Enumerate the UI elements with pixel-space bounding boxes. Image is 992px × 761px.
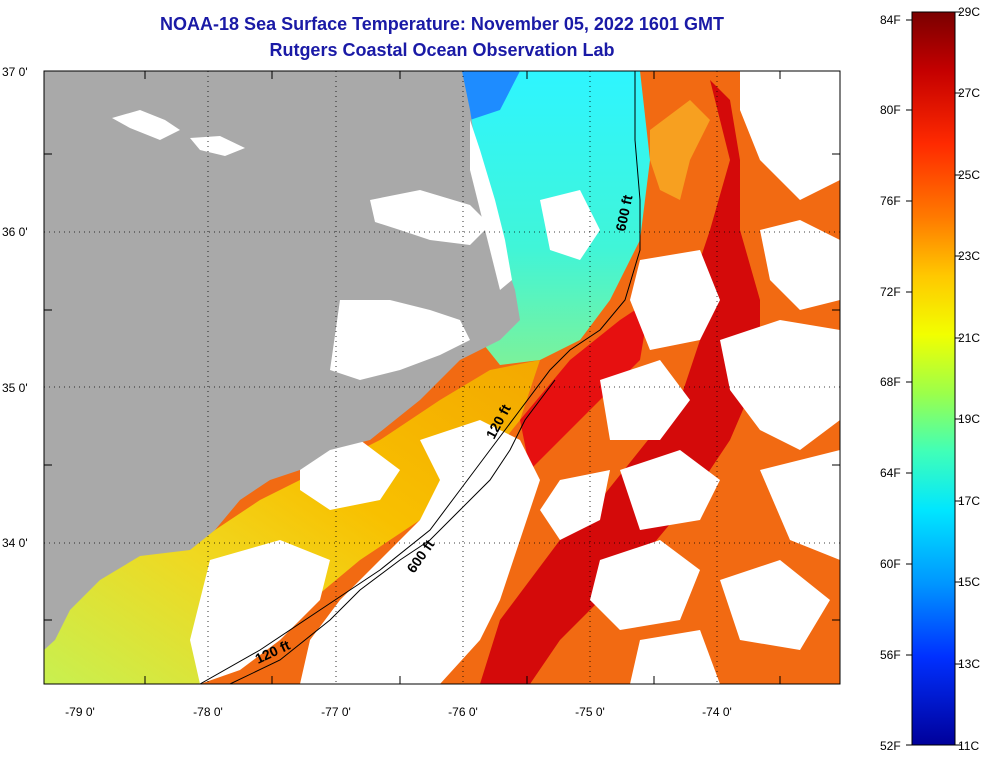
colorbar-c-17: 17C	[958, 494, 980, 508]
graticule	[44, 71, 840, 684]
colorbar-f-76: 76F	[880, 194, 901, 208]
contour-120ft	[229, 379, 556, 684]
colorbar-c-13: 13C	[958, 657, 980, 671]
map-subtitle: Rutgers Coastal Ocean Observation Lab	[269, 40, 615, 60]
colorbar-f-60: 60F	[880, 557, 901, 571]
colorbar-ticks	[906, 11, 961, 746]
lat-label-35: 35 0'	[2, 381, 28, 395]
colorbar-c-11: 11C	[958, 739, 979, 753]
colorbar-c-29: 29C	[958, 5, 980, 19]
colorbar-f-52: 52F	[880, 739, 901, 753]
colorbar-f-84: 84F	[880, 13, 901, 27]
lon-label-75: -75 0'	[575, 705, 605, 719]
colorbar-f-72: 72F	[880, 285, 901, 299]
colorbar-c-15: 15C	[958, 575, 980, 589]
lon-label-79: -79 0'	[65, 705, 95, 719]
lon-label-74: -74 0'	[702, 705, 732, 719]
axis-ticks	[44, 71, 840, 684]
lat-label-34: 34 0'	[2, 536, 28, 550]
contour-600ft	[199, 71, 641, 684]
colorbar-c-27: 27C	[958, 86, 980, 100]
colorbar-f-68: 68F	[880, 375, 901, 389]
colorbar-c-23: 23C	[958, 249, 980, 263]
map-frame	[43, 70, 841, 685]
cloud-cover	[190, 71, 840, 684]
colorbar	[911, 11, 956, 746]
lon-label-76: -76 0'	[448, 705, 478, 719]
lon-label-78: -78 0'	[193, 705, 223, 719]
colorbar-c-21: 21C	[958, 331, 980, 345]
lat-label-36: 36 0'	[2, 225, 28, 239]
colorbar-f-80: 80F	[880, 103, 901, 117]
colorbar-f-56: 56F	[880, 648, 901, 662]
sounds	[112, 110, 512, 380]
colorbar-c-25: 25C	[958, 168, 980, 182]
map-title: NOAA-18 Sea Surface Temperature: Novembe…	[160, 14, 724, 34]
colorbar-f-64: 64F	[880, 466, 901, 480]
contour-label-600ft-north: 600 ft	[612, 193, 635, 232]
map-area	[44, 71, 840, 684]
colorbar-c-19: 19C	[958, 412, 980, 426]
lat-label-37: 37 0'	[2, 65, 28, 79]
lon-label-77: -77 0'	[321, 705, 351, 719]
